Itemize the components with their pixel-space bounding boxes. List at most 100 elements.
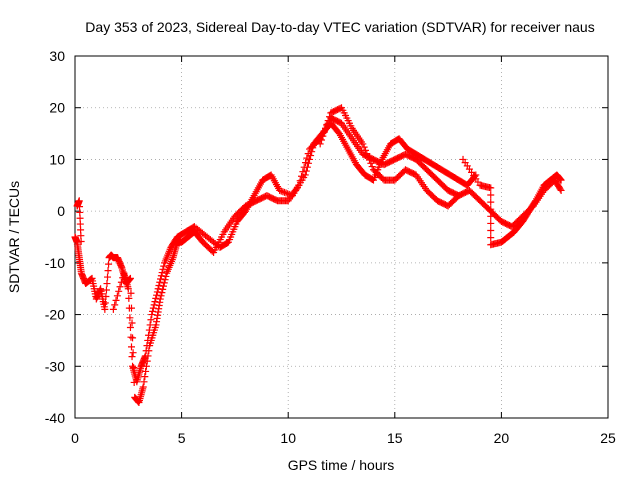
data-point [162,272,170,280]
y-tick-label: 10 [49,151,65,167]
data-point [77,238,85,246]
data-point [306,155,314,163]
data-point [323,121,331,129]
data-point [128,353,136,361]
data-point [145,326,153,334]
data-point [115,287,123,295]
series-group [73,119,480,386]
data-point [150,301,158,309]
x-tick-label: 0 [71,430,79,446]
data-point [112,296,120,304]
data-points [71,104,565,406]
y-axis-label: SDTVAR / TECUs [6,181,22,293]
data-point [160,262,168,270]
data-point [309,144,317,152]
data-point [487,227,495,235]
data-point [318,136,326,144]
data-point [105,260,113,268]
series-group [71,114,463,406]
data-point [556,185,564,193]
data-point [127,289,135,297]
data-point [364,153,372,161]
data-point [141,373,149,381]
data-point [159,282,167,290]
data-point [157,272,165,280]
data-point [157,292,165,300]
data-point [143,342,151,350]
y-tick-label: 20 [49,100,65,116]
data-point [124,285,132,293]
data-point [145,331,153,339]
data-point [157,275,165,283]
x-tick-label: 20 [494,430,510,446]
data-point [139,383,147,391]
data-point [557,176,565,184]
data-point [307,152,315,160]
data-point [149,304,157,312]
data-point [103,280,111,288]
data-point [141,352,149,360]
data-point [153,288,161,296]
data-point [302,167,310,175]
x-tick-label: 15 [387,430,403,446]
axis-ticks: 0 5 10 15 20 25 -40 -30 -20 -10 0 10 20 30 [45,48,616,446]
data-point [125,304,133,312]
data-point [276,186,284,194]
data-point [161,276,169,284]
data-point [142,367,150,375]
data-point [487,191,495,199]
data-point [146,321,154,329]
data-point [319,132,327,140]
data-point [160,279,168,287]
data-point [127,333,135,341]
data-point [127,343,135,351]
data-point [487,198,495,206]
data-point [126,324,134,331]
data-point [144,336,152,344]
data-point [324,117,332,125]
x-tick-label: 10 [280,430,296,446]
data-point [301,171,309,179]
data-point [109,305,117,313]
data-point [285,190,293,198]
data-point [279,188,287,196]
data-point [282,189,290,197]
data-point [159,265,167,273]
data-point [126,314,134,322]
y-tick-label: 0 [57,203,65,219]
data-point [125,294,133,302]
data-point [365,156,373,164]
data-point [129,349,137,357]
data-point [104,267,112,275]
y-tick-label: -10 [45,255,65,271]
series-group [459,155,565,249]
data-point [158,289,166,297]
data-point [284,190,292,198]
data-point [361,146,369,154]
data-point [101,299,109,307]
data-point [322,124,330,132]
data-point [101,305,109,313]
data-point [360,143,368,151]
data-point [113,292,121,300]
data-point [487,184,495,192]
data-point [142,347,150,355]
data-point [148,311,156,319]
x-axis-label: GPS time / hours [288,457,395,473]
data-point [368,163,376,171]
data-point [359,140,367,148]
data-point [151,298,159,306]
data-point [152,294,160,302]
y-tick-label: -20 [45,307,65,323]
data-point [116,283,124,291]
data-point [111,301,119,309]
data-point [277,187,285,195]
y-tick-label: 30 [49,48,65,64]
data-point [487,205,495,213]
data-point [126,274,134,282]
data-point [155,281,163,289]
data-point [363,150,371,158]
data-point [153,291,161,299]
data-point [303,163,311,171]
